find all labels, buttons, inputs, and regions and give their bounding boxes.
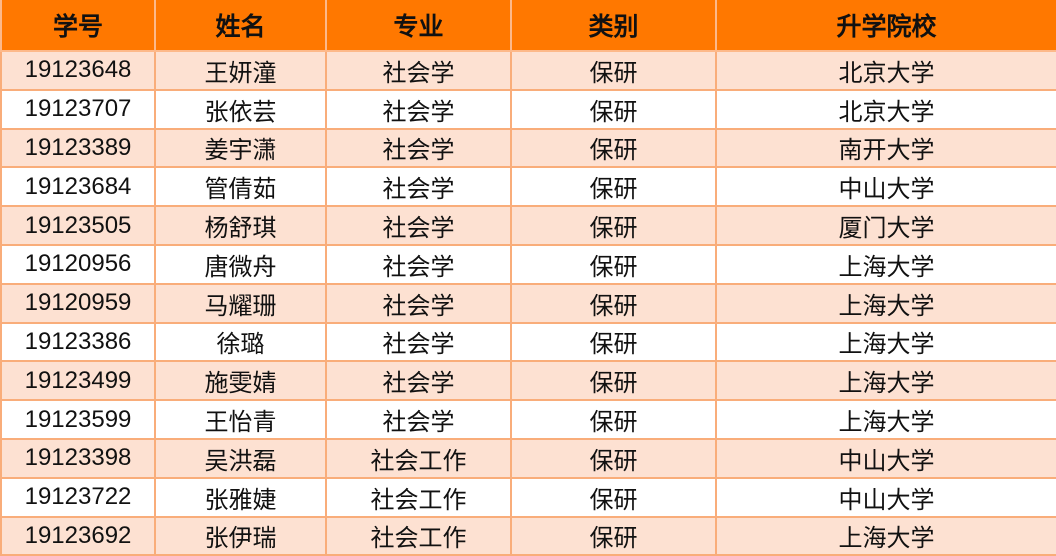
table-row: 19123389 姜宇潇 社会学 保研 南开大学 (0, 127, 1056, 169)
cell-student-id: 19123707 (0, 88, 156, 130)
cell-major: 社会学 (325, 360, 512, 402)
cell-student-id: 19123398 (0, 437, 156, 479)
table-row: 19123398 吴洪磊 社会工作 保研 中山大学 (0, 437, 1056, 479)
cell-student-id: 19123505 (0, 205, 156, 246)
table-row: 19123505 杨舒琪 社会学 保研 厦门大学 (0, 205, 1056, 246)
cell-student-id: 19120956 (0, 243, 156, 285)
cell-name: 管倩茹 (154, 166, 327, 208)
cell-major: 社会学 (325, 399, 512, 440)
cell-name: 王怡青 (154, 399, 327, 440)
cell-major: 社会学 (325, 88, 512, 130)
cell-category: 保研 (510, 205, 717, 246)
cell-name: 施雯婧 (154, 360, 327, 402)
cell-school: 上海大学 (715, 515, 1056, 556)
cell-school: 上海大学 (715, 282, 1056, 324)
cell-category: 保研 (510, 399, 717, 440)
cell-category: 保研 (510, 50, 717, 91)
cell-name: 张雅婕 (154, 476, 327, 518)
cell-student-id: 19123692 (0, 515, 156, 556)
cell-major: 社会学 (325, 166, 512, 208)
cell-school: 上海大学 (715, 243, 1056, 285)
cell-name: 杨舒琪 (154, 205, 327, 246)
header-category: 类别 (510, 0, 717, 52)
table-row: 19123386 徐璐 社会学 保研 上海大学 (0, 321, 1056, 363)
cell-major: 社会学 (325, 127, 512, 169)
cell-student-id: 19123648 (0, 50, 156, 91)
cell-name: 姜宇潇 (154, 127, 327, 169)
cell-major: 社会学 (325, 205, 512, 246)
cell-name: 唐微舟 (154, 243, 327, 285)
header-school: 升学院校 (715, 0, 1056, 52)
table-row: 19123722 张雅婕 社会工作 保研 中山大学 (0, 476, 1056, 518)
cell-name: 徐璐 (154, 321, 327, 363)
cell-student-id: 19123722 (0, 476, 156, 518)
cell-school: 中山大学 (715, 437, 1056, 479)
cell-category: 保研 (510, 127, 717, 169)
cell-name: 张依芸 (154, 88, 327, 130)
cell-student-id: 19120959 (0, 282, 156, 324)
cell-student-id: 19123389 (0, 127, 156, 169)
cell-school: 中山大学 (715, 476, 1056, 518)
table-row: 19120959 马耀珊 社会学 保研 上海大学 (0, 282, 1056, 324)
cell-category: 保研 (510, 437, 717, 479)
cell-major: 社会工作 (325, 476, 512, 518)
cell-major: 社会学 (325, 50, 512, 91)
cell-major: 社会工作 (325, 515, 512, 556)
table-row: 19123707 张依芸 社会学 保研 北京大学 (0, 88, 1056, 130)
cell-school: 厦门大学 (715, 205, 1056, 246)
cell-name: 马耀珊 (154, 282, 327, 324)
cell-school: 南开大学 (715, 127, 1056, 169)
cell-category: 保研 (510, 166, 717, 208)
header-major: 专业 (325, 0, 512, 52)
cell-category: 保研 (510, 282, 717, 324)
cell-name: 张伊瑞 (154, 515, 327, 556)
cell-category: 保研 (510, 515, 717, 556)
cell-major: 社会学 (325, 243, 512, 285)
table-row: 19123648 王妍潼 社会学 保研 北京大学 (0, 50, 1056, 91)
table-row: 19123599 王怡青 社会学 保研 上海大学 (0, 399, 1056, 440)
cell-school: 北京大学 (715, 88, 1056, 130)
header-row: 学号 姓名 专业 类别 升学院校 (0, 0, 1056, 52)
table-row: 19123684 管倩茹 社会学 保研 中山大学 (0, 166, 1056, 208)
cell-major: 社会学 (325, 321, 512, 363)
cell-student-id: 19123386 (0, 321, 156, 363)
cell-school: 北京大学 (715, 50, 1056, 91)
table-row: 19120956 唐微舟 社会学 保研 上海大学 (0, 243, 1056, 285)
cell-category: 保研 (510, 243, 717, 285)
cell-name: 王妍潼 (154, 50, 327, 91)
cell-category: 保研 (510, 360, 717, 402)
cell-major: 社会工作 (325, 437, 512, 479)
cell-name: 吴洪磊 (154, 437, 327, 479)
cell-school: 上海大学 (715, 321, 1056, 363)
cell-school: 上海大学 (715, 360, 1056, 402)
cell-category: 保研 (510, 476, 717, 518)
table-row: 19123692 张伊瑞 社会工作 保研 上海大学 (0, 515, 1056, 556)
table-body: 19123648 王妍潼 社会学 保研 北京大学 19123707 张依芸 社会学 保研 北京大学… (0, 50, 1056, 556)
cell-major: 社会学 (325, 282, 512, 324)
cell-category: 保研 (510, 88, 717, 130)
cell-student-id: 19123599 (0, 399, 156, 440)
cell-student-id: 19123684 (0, 166, 156, 208)
cell-category: 保研 (510, 321, 717, 363)
table-row: 19123499 施雯婧 社会学 保研 上海大学 (0, 360, 1056, 402)
cell-student-id: 19123499 (0, 360, 156, 402)
header-name: 姓名 (154, 0, 327, 52)
header-student-id: 学号 (0, 0, 156, 52)
cell-school: 中山大学 (715, 166, 1056, 208)
cell-school: 上海大学 (715, 399, 1056, 440)
